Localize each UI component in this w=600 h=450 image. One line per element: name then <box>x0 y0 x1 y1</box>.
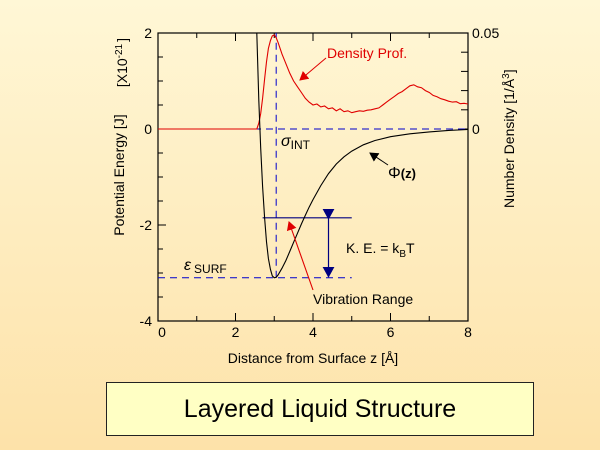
y-left-axis-label: Potential Energy [J] <box>111 114 127 235</box>
slide-title: Layered Liquid Structure <box>183 394 457 423</box>
density-profile-label: Density Prof. <box>327 45 407 61</box>
x-tick-label: 4 <box>309 324 317 340</box>
x-tick-label: 0 <box>158 324 166 340</box>
y-right-tick-label: 0 <box>472 121 480 137</box>
ke-tail: T <box>406 240 415 256</box>
plot-frame <box>157 32 469 322</box>
unit-exponent: -21 <box>114 43 125 58</box>
density-label-arrow <box>299 57 327 81</box>
vibration-range-label: Vibration Range <box>313 291 413 307</box>
y-left-tick-label: -2 <box>140 217 153 233</box>
y-right-axis-label: Number Density [1/Å3] <box>501 69 517 208</box>
right-label-exponent: 3 <box>501 73 512 79</box>
x-axis-label: Distance from Surface z [Å] <box>228 350 398 366</box>
vibration-label-arrow <box>286 221 314 291</box>
unit-close: ] <box>114 38 130 42</box>
phi-argument: (z) <box>401 166 416 181</box>
slide-title-box: Layered Liquid Structure <box>106 382 534 436</box>
potential-curve-line <box>256 33 468 279</box>
y-left-tick-label: -4 <box>140 313 153 329</box>
right-label-text: Number Density [1/Å <box>501 78 517 208</box>
kinetic-energy-label: K. E. = kBT <box>346 240 415 260</box>
unit-prefix: [X10 <box>114 58 130 87</box>
y-right-tick-label: 0.05 <box>472 25 499 41</box>
sigma-subscript: INT <box>291 138 311 152</box>
ke-subscript: B <box>399 249 406 260</box>
epsilon-symbol: ε <box>184 257 192 274</box>
tick-labels: 0 2 4 6 8 2 0 -2 -4 0.05 0 <box>140 25 500 340</box>
sigma-int-label: σINT <box>281 133 311 152</box>
epsilon-subscript: SURF <box>194 262 227 276</box>
density-profile-line <box>158 34 468 130</box>
potential-density-chart: Density Prof. σINT Φ(z) ε SURF K. E. = kB… <box>111 25 517 366</box>
phi-symbol: Φ <box>388 165 401 182</box>
epsilon-surf-label: ε SURF <box>184 257 227 276</box>
y-left-tick-label: 2 <box>144 25 152 41</box>
x-tick-label: 8 <box>464 324 472 340</box>
ke-text: K. E. = k <box>346 240 400 256</box>
axis-ticks <box>157 32 469 322</box>
phi-z-label: Φ(z) <box>388 165 416 182</box>
x-tick-label: 6 <box>387 324 395 340</box>
sigma-symbol: σ <box>281 133 292 150</box>
x-tick-label: 2 <box>232 324 240 340</box>
right-label-close: ] <box>501 69 517 73</box>
phi-label-arrow <box>369 152 389 166</box>
y-left-tick-label: 0 <box>144 121 152 137</box>
y-left-unit-label: [X10-21] <box>114 38 130 87</box>
